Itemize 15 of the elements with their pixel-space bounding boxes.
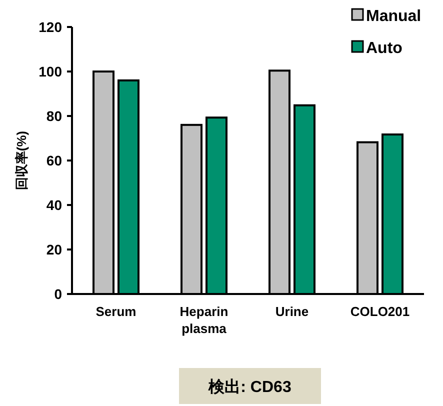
annotation: 検出: CD63	[179, 368, 321, 404]
x-tick-label: COLO201	[350, 304, 410, 319]
y-tick-label: 100	[38, 64, 62, 80]
x-tick-label: Heparin plasma	[180, 304, 228, 336]
y-tick-label: 60	[46, 152, 62, 168]
y-axis-title: 回収率(%)	[14, 130, 29, 190]
y-tick-label: 20	[46, 242, 62, 258]
legend-label: Auto	[366, 40, 403, 57]
legend-label: Manual	[366, 8, 422, 25]
y-tick-label: 120	[38, 19, 62, 35]
x-tick-label: Serum	[96, 304, 136, 319]
y-tick-label: 80	[46, 108, 62, 124]
y-tick-label: 40	[46, 197, 62, 213]
y-tick-label: 0	[54, 286, 62, 302]
x-tick-label: Urine	[275, 304, 309, 319]
